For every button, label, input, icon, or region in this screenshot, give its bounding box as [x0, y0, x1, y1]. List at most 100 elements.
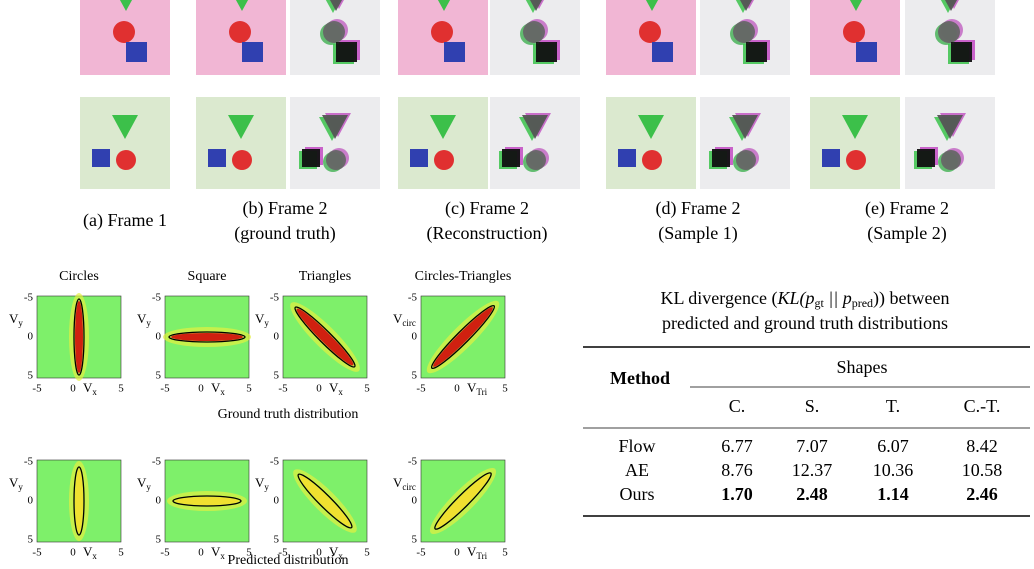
circle — [526, 150, 546, 170]
square — [536, 42, 557, 62]
axis-label: Vx — [329, 380, 343, 397]
header-group: Shapes — [837, 357, 888, 377]
image-tile — [290, 97, 380, 189]
image-tile — [80, 97, 170, 189]
density-plot — [164, 459, 250, 543]
circle — [941, 150, 961, 170]
axis-label: Vy — [137, 475, 151, 492]
square — [92, 149, 110, 167]
axis-label-base: V — [83, 544, 93, 559]
cell-value: 2.46 — [966, 484, 998, 504]
row-method: Ours — [620, 484, 655, 504]
column-header: C. — [729, 396, 746, 416]
tile-bg — [80, 97, 170, 189]
cell-value: 1.70 — [721, 484, 753, 504]
cell-value: 6.07 — [877, 436, 909, 456]
y-tick-label: -5 — [270, 292, 280, 304]
density-plot — [36, 459, 122, 543]
panel-caption: (b) Frame 2 — [243, 198, 328, 219]
y-tick-label: 0 — [412, 495, 418, 507]
table-caption: KL divergence (KL(pgt || ppred)) between — [660, 288, 949, 310]
panel-caption: (ground truth) — [234, 223, 335, 244]
column-header: T. — [886, 396, 900, 416]
square — [208, 149, 226, 167]
x-tick-label: 0 — [198, 547, 204, 559]
y-tick-label: 0 — [412, 331, 418, 343]
square — [336, 42, 357, 62]
y-tick-label: 0 — [28, 495, 34, 507]
y-tick-label: 5 — [28, 370, 34, 382]
circle — [843, 21, 865, 43]
x-tick-label: 0 — [454, 383, 460, 395]
density-plot — [420, 459, 506, 543]
axis-label-sub: x — [220, 551, 225, 561]
axis-label-base: V — [255, 311, 265, 326]
axis-label-sub: y — [18, 318, 23, 328]
axis-label-base: V — [211, 544, 221, 559]
plot-title: Square — [188, 269, 227, 284]
tile-bg — [700, 97, 790, 189]
axis-label-base: V — [137, 475, 147, 490]
cell-value: 2.48 — [796, 484, 828, 504]
image-tile — [290, 0, 380, 75]
y-tick-label: 5 — [274, 370, 280, 382]
circle — [326, 150, 346, 170]
square — [444, 42, 465, 62]
density-plot — [36, 293, 122, 381]
triangle — [112, 115, 138, 139]
y-tick-label: -5 — [152, 292, 162, 304]
y-tick-label: 5 — [28, 534, 34, 546]
image-tile — [196, 0, 286, 75]
x-tick-label: 5 — [364, 547, 370, 559]
x-tick-label: 5 — [246, 383, 252, 395]
axis-label-sub: circ — [402, 318, 416, 328]
x-tick-label: 0 — [70, 547, 76, 559]
row-method: AE — [625, 460, 649, 480]
cell-value: 8.76 — [721, 460, 753, 480]
y-tick-label: 5 — [412, 370, 418, 382]
axis-label-sub: Tri — [476, 551, 487, 561]
triangle — [322, 115, 348, 139]
cell-value: 12.37 — [792, 460, 833, 480]
x-tick-label: 5 — [246, 547, 252, 559]
x-tick-label: -5 — [278, 383, 288, 395]
plot-title: Circles — [59, 269, 99, 284]
axis-label-sub: y — [146, 482, 151, 492]
square — [951, 42, 972, 62]
x-tick-label: 5 — [502, 547, 508, 559]
axis-label: Vy — [137, 311, 151, 328]
triangle — [522, 115, 548, 139]
square — [302, 149, 320, 167]
x-tick-label: 0 — [454, 547, 460, 559]
triangle — [228, 115, 254, 139]
density-plot — [420, 295, 506, 379]
axis-label-sub: x — [338, 387, 343, 397]
axis-label-sub: y — [264, 318, 269, 328]
row-caption: Ground truth distribution — [218, 407, 359, 422]
x-tick-label: 5 — [118, 383, 124, 395]
y-tick-label: 0 — [28, 331, 34, 343]
caption-part: || p — [824, 288, 852, 308]
square — [242, 42, 263, 62]
axis-label-sub: y — [146, 318, 151, 328]
density-core — [296, 308, 354, 366]
caption-part: gt — [814, 296, 824, 310]
triangle — [842, 115, 868, 139]
panel-caption: (e) Frame 2 — [865, 198, 949, 219]
density-plot — [282, 295, 368, 379]
density-core — [75, 301, 83, 373]
plot-title: Triangles — [299, 269, 351, 284]
image-tile — [700, 97, 790, 189]
square — [126, 42, 147, 62]
square — [652, 42, 673, 62]
square — [410, 149, 428, 167]
axis-label-base: V — [255, 475, 265, 490]
tile-bg — [290, 97, 380, 189]
axis-label-base: V — [83, 380, 93, 395]
axis-label: Vx — [211, 544, 225, 561]
cell-value: 1.14 — [877, 484, 909, 504]
triangle — [944, 0, 958, 11]
triangle — [645, 0, 659, 11]
row-method: Flow — [618, 436, 655, 456]
